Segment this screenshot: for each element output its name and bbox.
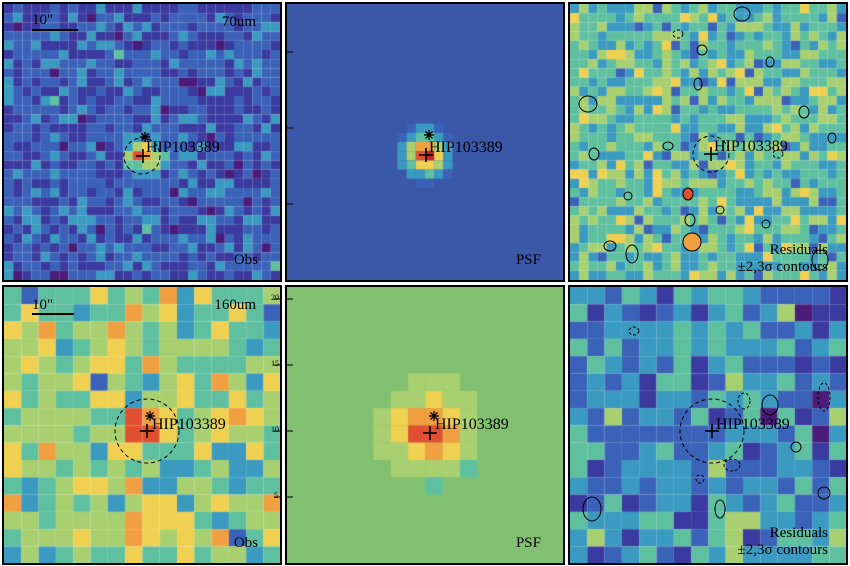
- star-marker: [140, 132, 150, 142]
- contour: [811, 249, 829, 271]
- contour: [761, 394, 779, 416]
- contour: [582, 496, 602, 522]
- scale-label: 10": [32, 12, 54, 28]
- overlay-70um-residuals: [578, 6, 837, 271]
- target-label: HIP103389: [714, 138, 788, 155]
- overlay-160um-obs: [32, 298, 280, 498]
- panel-tag-psf: PSF: [515, 252, 541, 268]
- overlay-70um-obs: [32, 29, 161, 175]
- contour: [696, 44, 708, 56]
- contour: [790, 441, 802, 453]
- contour: [798, 105, 810, 119]
- residual-image-160um: [570, 287, 846, 563]
- contour: [603, 240, 617, 252]
- tick-label: 20: [285, 295, 289, 303]
- tick-label: 30: [287, 48, 291, 56]
- tick-label: 10: [287, 200, 291, 208]
- band-label: 70um: [221, 14, 256, 30]
- centroid-cross: [704, 147, 718, 161]
- aperture-circle: [679, 398, 745, 464]
- contour: [695, 474, 705, 484]
- panel-160um-obs: 10" 160um HIP103389 Obs: [2, 285, 282, 565]
- residuals-line1: Residuals: [769, 242, 828, 258]
- target-label: HIP103389: [716, 416, 790, 433]
- left-axis-ticks: [287, 51, 293, 205]
- tick-label: 5: [274, 491, 278, 500]
- aperture-circle: [123, 137, 161, 175]
- centroid-cross: [419, 148, 433, 162]
- contour: [772, 149, 784, 159]
- star-marker: [145, 411, 155, 421]
- star-marker: [424, 130, 434, 140]
- contour: [817, 382, 831, 412]
- contour: [684, 213, 696, 227]
- scale-label: 10": [32, 297, 54, 313]
- tick-label: 15: [271, 359, 279, 368]
- panel-tag-residuals: Residuals ±2,3σ contours: [738, 525, 828, 559]
- contour: [817, 486, 831, 500]
- tick-label: 20: [271, 293, 279, 302]
- contour: [662, 141, 674, 151]
- target-label: HIP103389: [146, 139, 220, 156]
- tick-label: 20: [287, 124, 291, 132]
- target-label: HIP103389: [429, 139, 503, 156]
- tick-label: 5: [287, 495, 293, 499]
- contour: [628, 326, 640, 336]
- centroid-cross: [423, 426, 437, 440]
- contour: [693, 77, 703, 91]
- contour: [827, 132, 837, 144]
- obs-image-160um: [4, 287, 280, 563]
- contour: [682, 232, 702, 252]
- panel-70um-obs: 10" 70um HIP103389 Obs: [2, 2, 282, 282]
- contour: [672, 29, 684, 39]
- residuals-line2: ±2,3σ contours: [737, 542, 828, 558]
- panel-70um-psf: 30 20 10 HIP103389 PSF: [285, 2, 565, 282]
- contour: [723, 458, 741, 472]
- panel-160um-psf: 20 15 10 5 HIP103389 PSF: [285, 285, 565, 565]
- star-marker: [429, 411, 439, 421]
- tick-label: 15: [285, 361, 289, 369]
- overlay-160um-residuals: [582, 326, 831, 522]
- residuals-line2: ±2,3σ contours: [737, 259, 828, 275]
- contour: [733, 6, 751, 22]
- centroid-cross: [705, 424, 719, 438]
- obs-image-70um: [4, 4, 280, 280]
- overlay-70um-psf: [287, 51, 434, 205]
- contour: [761, 219, 771, 229]
- contour: [623, 191, 633, 201]
- band-label: 160um: [214, 297, 256, 313]
- psf-image-70um: [287, 4, 563, 280]
- panel-tag-obs: Obs: [233, 535, 258, 551]
- contour: [578, 95, 598, 113]
- contour: [737, 392, 751, 410]
- contour: [682, 187, 694, 201]
- centroid-cross: [140, 424, 154, 438]
- contour: [715, 205, 725, 215]
- panel-160um-residuals: HIP103389 Residuals ±2,3σ contours: [568, 285, 848, 565]
- panel-tag-residuals: Residuals ±2,3σ contours: [738, 242, 828, 276]
- residuals-line1: Residuals: [769, 525, 828, 541]
- overlay-160um-psf: [287, 298, 439, 498]
- contour: [765, 56, 775, 68]
- residual-image-70um: [570, 4, 846, 280]
- contour: [625, 244, 639, 264]
- tick-label: 10: [285, 427, 289, 435]
- contour: [588, 147, 600, 161]
- aperture-circle: [692, 135, 730, 173]
- psf-image-160um: [287, 287, 563, 563]
- panel-70um-residuals: HIP103389 Residuals ±2,3σ contours: [568, 2, 848, 282]
- centroid-cross: [136, 149, 150, 163]
- aperture-circle: [114, 398, 180, 464]
- left-axis-ticks: [287, 298, 293, 498]
- panel-tag-obs: Obs: [233, 252, 258, 268]
- target-label: HIP103389: [435, 416, 509, 433]
- contour: [714, 499, 726, 519]
- right-axis-ticks: [274, 298, 280, 498]
- target-label: HIP103389: [152, 416, 226, 433]
- panel-tag-psf: PSF: [515, 535, 541, 551]
- tick-label: 10: [271, 425, 279, 434]
